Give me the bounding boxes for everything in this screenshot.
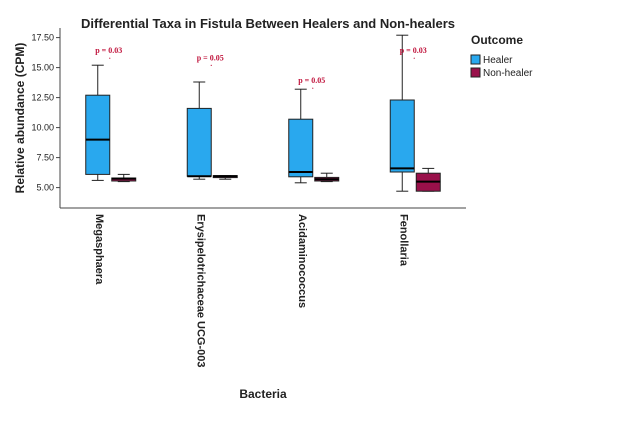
y-tick-label: 7.50 [36, 153, 54, 163]
box-non-healer [314, 172, 340, 183]
p-value-dot [210, 64, 212, 66]
x-category-label: Megasphaera [93, 214, 105, 285]
legend-item-label: Non-healer [483, 68, 533, 79]
legend-swatch [470, 54, 481, 65]
box-non-healer [111, 173, 137, 183]
chart-title: Differential Taxa in Fistula Between Hea… [81, 16, 455, 31]
legend: Healer Non-healer [470, 54, 533, 79]
x-category-label: Acidaminococcus [296, 214, 308, 308]
box-healer [85, 64, 111, 181]
y-tick-label: 12.50 [31, 93, 54, 103]
x-axis-title: Bacteria [239, 387, 287, 401]
p-value-annotation: p = 0.05 [298, 76, 325, 85]
legend-swatch [470, 67, 481, 78]
x-category-label: Fenollaria [397, 214, 409, 267]
box-healer [186, 81, 212, 180]
y-axis-title: Relative abundance (CPM) [13, 43, 27, 194]
box-iqr [85, 94, 111, 175]
p-value-annotation: p = 0.03 [95, 46, 122, 55]
p-value-dot [312, 87, 314, 89]
legend-item-label: Healer [483, 55, 513, 66]
box-non-healer [415, 167, 441, 192]
legend-title: Outcome [471, 33, 523, 47]
y-tick-label: 17.50 [31, 33, 54, 43]
p-value-dot [109, 57, 111, 59]
box-iqr [186, 107, 212, 177]
box-healer [288, 88, 314, 184]
p-value-annotation: p = 0.03 [400, 46, 427, 55]
p-value-dot [413, 57, 415, 59]
box-non-healer [212, 175, 238, 180]
box-iqr [389, 99, 415, 173]
x-category-label: Erysipelotrichaceae UCG-003 [194, 214, 206, 367]
box-iqr [288, 118, 314, 178]
box-healer [389, 34, 415, 192]
p-value-annotation: p = 0.05 [197, 53, 224, 62]
y-tick-label: 5.00 [36, 183, 54, 193]
y-tick-label: 10.00 [31, 123, 54, 133]
y-tick-label: 15.00 [31, 63, 54, 73]
